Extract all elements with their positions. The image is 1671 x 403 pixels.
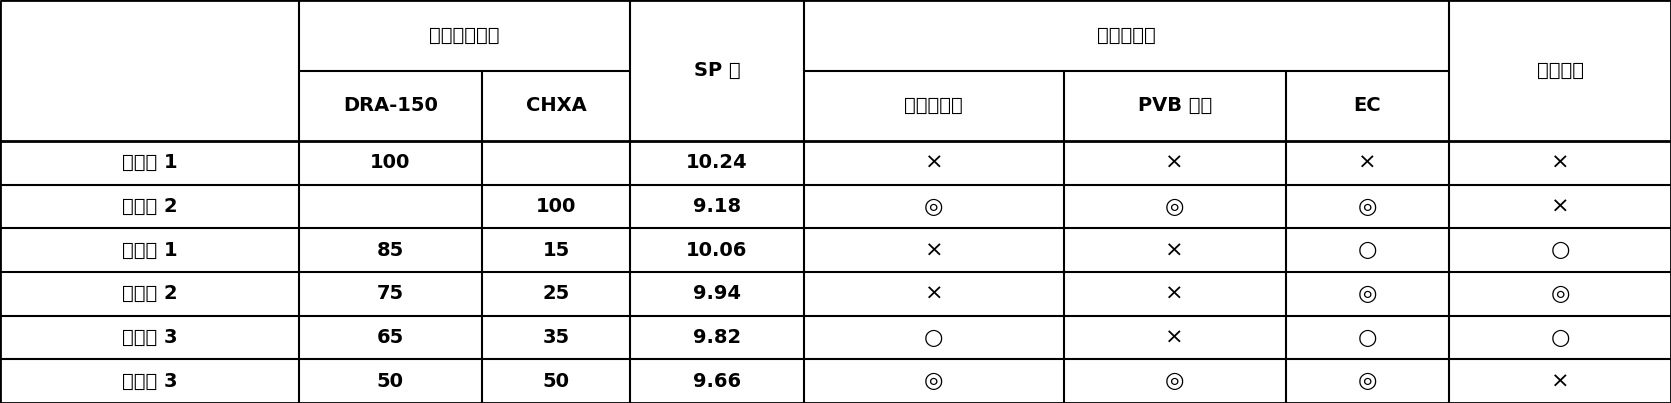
Text: 100: 100: [369, 154, 411, 172]
Text: ×: ×: [924, 240, 942, 260]
Text: 实施例 3: 实施例 3: [122, 328, 177, 347]
Text: 比较例 3: 比较例 3: [122, 372, 177, 391]
Text: ×: ×: [924, 284, 942, 304]
Text: 50: 50: [376, 372, 404, 391]
Text: 比较例 2: 比较例 2: [122, 197, 177, 216]
Text: ◎: ◎: [1359, 371, 1377, 391]
Text: 比较例 1: 比较例 1: [122, 154, 177, 172]
Text: ×: ×: [1359, 153, 1377, 173]
Text: ◎: ◎: [1165, 197, 1185, 216]
Text: ◎: ◎: [1359, 197, 1377, 216]
Text: ◎: ◎: [924, 371, 944, 391]
Text: ◎: ◎: [1165, 371, 1185, 391]
Text: 9.82: 9.82: [693, 328, 740, 347]
Text: 75: 75: [376, 285, 404, 303]
Text: ×: ×: [1165, 328, 1185, 347]
Text: 10.24: 10.24: [687, 154, 749, 172]
Text: SP 值: SP 值: [693, 61, 740, 80]
Text: ×: ×: [1551, 197, 1569, 216]
Text: EC: EC: [1354, 96, 1382, 115]
Text: ×: ×: [1165, 240, 1185, 260]
Text: ◎: ◎: [924, 197, 944, 216]
Text: 丙烯酸树脂: 丙烯酸树脂: [904, 96, 962, 115]
Text: 实施例 2: 实施例 2: [122, 285, 177, 303]
Text: CHXA: CHXA: [526, 96, 587, 115]
Text: ○: ○: [1551, 240, 1569, 260]
Text: 100: 100: [536, 197, 576, 216]
Text: DRA-150: DRA-150: [343, 96, 438, 115]
Text: 50: 50: [543, 372, 570, 391]
Text: ◎: ◎: [1551, 284, 1569, 304]
Text: ×: ×: [1165, 284, 1185, 304]
Text: 25: 25: [543, 285, 570, 303]
Text: ○: ○: [924, 328, 944, 347]
Text: ×: ×: [1551, 371, 1569, 391]
Text: ○: ○: [1359, 240, 1377, 260]
Text: ×: ×: [1165, 153, 1185, 173]
Text: PVB 树脂: PVB 树脂: [1138, 96, 1211, 115]
Text: 85: 85: [376, 241, 404, 260]
Text: 9.18: 9.18: [693, 197, 740, 216]
Text: 15: 15: [543, 241, 570, 260]
Text: 10.06: 10.06: [687, 241, 747, 260]
Text: 溶剂含量比例: 溶剂含量比例: [429, 26, 500, 45]
Text: ○: ○: [1359, 328, 1377, 347]
Text: ×: ×: [924, 153, 942, 173]
Text: ○: ○: [1551, 328, 1569, 347]
Text: ◎: ◎: [1359, 284, 1377, 304]
Text: 65: 65: [376, 328, 404, 347]
Text: 树脂溶解性: 树脂溶解性: [1098, 26, 1156, 45]
Text: 溶剂性能: 溶剂性能: [1537, 61, 1584, 80]
Text: 9.66: 9.66: [693, 372, 740, 391]
Text: 实施例 1: 实施例 1: [122, 241, 177, 260]
Text: ×: ×: [1551, 153, 1569, 173]
Text: 9.94: 9.94: [693, 285, 740, 303]
Text: 35: 35: [543, 328, 570, 347]
